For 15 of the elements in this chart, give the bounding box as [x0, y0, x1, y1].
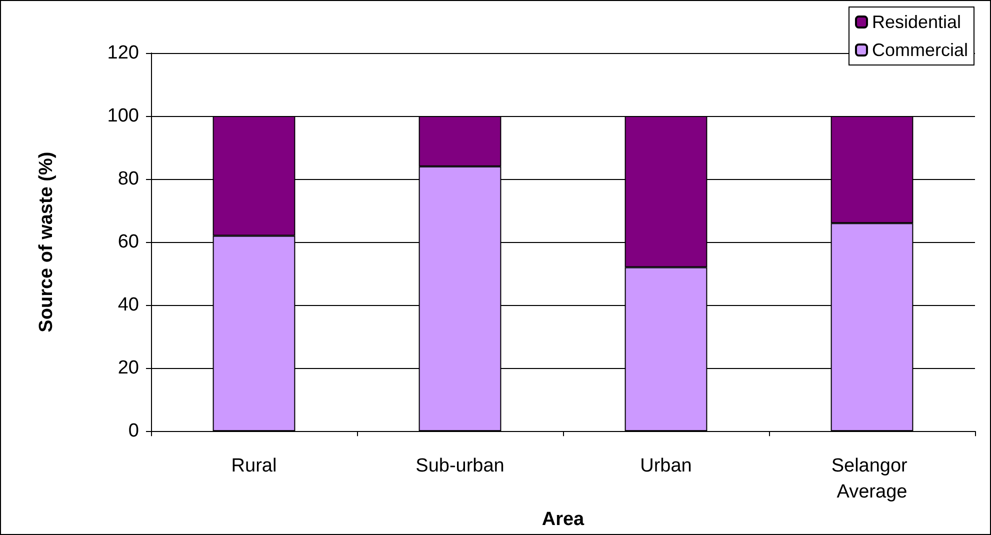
y-tick-label: 0	[128, 420, 139, 442]
y-tick-label: 40	[118, 294, 139, 316]
x-tick-label: Selangor Average	[831, 456, 913, 503]
y-tick-label: 20	[118, 358, 139, 379]
x-tick-label: Sub-urban	[416, 456, 504, 477]
y-tick-label: 60	[118, 232, 139, 253]
y-axis-title: Source of waste (%)	[36, 152, 57, 332]
x-tick-label: Rural	[231, 456, 277, 477]
y-tick-label: 80	[118, 168, 139, 190]
x-axis-title: Area	[542, 509, 585, 530]
x-tick-label: Urban	[640, 456, 692, 477]
y-tick-label: 100	[107, 106, 139, 127]
legend-label: Residential	[872, 12, 962, 32]
legend-label: Commercial	[872, 40, 968, 60]
y-tick-label: 120	[107, 42, 139, 64]
